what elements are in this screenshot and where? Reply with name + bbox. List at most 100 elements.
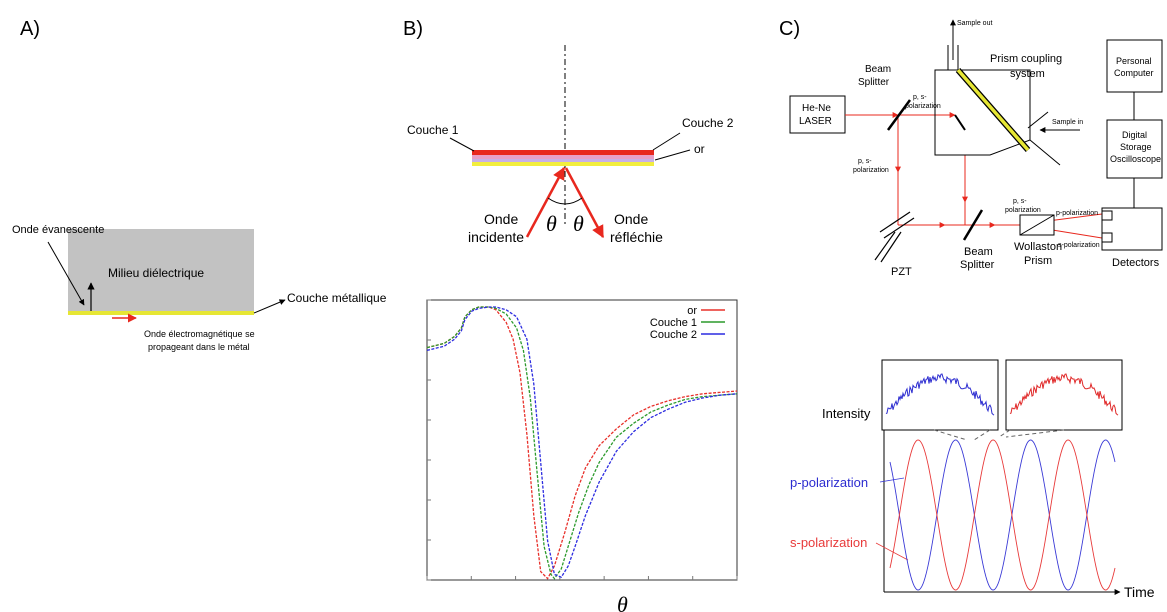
legend-label: Couche 1 bbox=[650, 317, 697, 329]
legend-label: or bbox=[687, 305, 697, 317]
s-pol-wave bbox=[889, 439, 1116, 591]
layer2-pointer bbox=[652, 132, 681, 151]
s-pol-signal-label: s-polarization bbox=[790, 535, 867, 550]
evanescent-pointer bbox=[47, 241, 85, 306]
dso-label-line3: Oscilloscope bbox=[1110, 154, 1161, 164]
reflected-label-line2: réfléchie bbox=[610, 229, 663, 245]
zoom-connector-1 bbox=[933, 429, 968, 441]
intensity-label: Intensity bbox=[822, 406, 871, 421]
series-line-or bbox=[426, 306, 738, 580]
pzt-stem bbox=[874, 231, 896, 261]
layer2-label: Couche 2 bbox=[682, 116, 734, 130]
pzt-label: PZT bbox=[891, 266, 912, 278]
metal-layer-label: Couche métallique bbox=[287, 291, 387, 305]
laser-label-line2: LASER bbox=[799, 116, 832, 127]
layer1-pointer bbox=[449, 137, 475, 152]
pzt-mirror-2 bbox=[883, 217, 915, 239]
ps-pol-top-line1: p, s- bbox=[913, 94, 927, 101]
panel-b-setup: Couche 1 Couche 2 or θ θ Onde incidente … bbox=[407, 45, 734, 245]
series-line-couche-2 bbox=[426, 306, 738, 579]
prism-coupling-line1: Prism coupling bbox=[990, 53, 1062, 65]
zoom-connector-2 bbox=[973, 429, 991, 441]
bs2-label-line2: Splitter bbox=[960, 259, 995, 271]
p-pol-label-pointer bbox=[879, 477, 905, 483]
angle-arc bbox=[547, 197, 583, 205]
theta-left: θ bbox=[546, 211, 557, 236]
incident-label-line1: Onde bbox=[484, 211, 518, 227]
bs2-label-line1: Beam bbox=[964, 246, 993, 258]
pzt-mirror bbox=[879, 211, 911, 233]
ps-pol-bottom-line2: polarization bbox=[1005, 207, 1041, 214]
p-pol-wave bbox=[889, 439, 1116, 591]
panel-letter-b: B) bbox=[403, 18, 423, 40]
sample-out-label: Sample out bbox=[957, 20, 992, 27]
prism-coupling-line2: system bbox=[1010, 68, 1045, 80]
beam-splitter-2 bbox=[962, 209, 984, 241]
laser-label-line1: He-Ne bbox=[802, 103, 831, 114]
p-pol-zoom-trace bbox=[885, 373, 995, 416]
dielectric-block bbox=[68, 229, 254, 311]
metal-layer bbox=[68, 311, 254, 315]
gold-label: or bbox=[694, 142, 705, 156]
s-pol-zoom-trace bbox=[1009, 373, 1119, 416]
layer-lavender bbox=[472, 159, 654, 162]
layer1-label: Couche 1 bbox=[407, 123, 459, 137]
ps-pol-top-line2: polarization bbox=[905, 103, 941, 110]
prism-coupling-body bbox=[934, 69, 1031, 156]
panel-c-signal: Intensity Time p-polarization s-polariza… bbox=[790, 359, 1155, 600]
dso-label-line2: Storage bbox=[1120, 142, 1152, 152]
panel-c-setup: He-Ne LASER Beam Splitter p, s- polariza… bbox=[789, 19, 1163, 278]
ps-pol-bottom-line1: p, s- bbox=[1013, 198, 1027, 205]
dso-label-line1: Digital bbox=[1122, 130, 1147, 140]
ps-pol-left-line1: p, s- bbox=[858, 158, 872, 165]
chart-series bbox=[426, 306, 738, 580]
series-line-couche-1 bbox=[426, 306, 738, 580]
em-wave-label-line2: propageant dans le métal bbox=[148, 342, 250, 352]
panel-letter-a: A) bbox=[20, 18, 40, 40]
beam-splitter-1 bbox=[886, 99, 912, 131]
laser-box bbox=[789, 95, 846, 134]
gold-pointer bbox=[654, 149, 691, 161]
prism-yellow-stripe-inner bbox=[956, 68, 1030, 152]
zoom-box-p bbox=[881, 359, 999, 431]
s-pol-label-pointer bbox=[875, 542, 909, 561]
panel-letter-c: C) bbox=[779, 18, 800, 40]
zoom-connector-3 bbox=[998, 429, 1011, 438]
chart-frame bbox=[426, 299, 738, 581]
legend-label: Couche 2 bbox=[650, 329, 697, 341]
zoom-connector-4 bbox=[1005, 429, 1065, 438]
chart-x-label: θ bbox=[617, 592, 628, 612]
incident-ray bbox=[525, 166, 566, 238]
reflected-ray bbox=[564, 167, 605, 239]
evanescent-label: Onde évanescente bbox=[12, 224, 104, 236]
layer-red bbox=[472, 150, 654, 155]
ps-pol-left-line2: polarization bbox=[853, 167, 889, 174]
chart-ticks bbox=[426, 299, 738, 581]
wollaston-label-line1: Wollaston bbox=[1014, 241, 1062, 253]
zoom-box-s bbox=[1005, 359, 1123, 431]
incident-label-line2: incidente bbox=[468, 229, 524, 245]
detector-p bbox=[1101, 210, 1113, 221]
p-pol-label: p-polarization bbox=[1056, 210, 1098, 217]
detector-s bbox=[1101, 232, 1113, 243]
s-pol-label: s-polarization bbox=[1058, 242, 1100, 249]
p-pol-signal-label: p-polarization bbox=[790, 475, 868, 490]
pzt-stem-2 bbox=[880, 231, 902, 263]
em-wave-label-line1: Onde électromagnétique se bbox=[144, 329, 255, 339]
pc-label-line1: Personal bbox=[1116, 56, 1152, 66]
panel-a: Milieu diélectrique Onde évanescente Cou… bbox=[12, 224, 387, 352]
reflected-label-line1: Onde bbox=[614, 211, 648, 227]
prism-right-tube-bot bbox=[1029, 139, 1061, 166]
layer-gold bbox=[472, 162, 654, 166]
time-label: Time bbox=[1124, 584, 1155, 600]
bs1-label-line1: Beam bbox=[865, 64, 891, 75]
pc-label-line2: Computer bbox=[1114, 68, 1154, 78]
wollaston-label-line2: Prism bbox=[1024, 255, 1052, 267]
metal-layer-pointer bbox=[253, 299, 286, 314]
detectors-label: Detectors bbox=[1112, 257, 1160, 269]
theta-right: θ bbox=[573, 211, 584, 236]
layer-pink bbox=[472, 155, 654, 159]
prism-right-tube-top bbox=[1027, 111, 1049, 129]
